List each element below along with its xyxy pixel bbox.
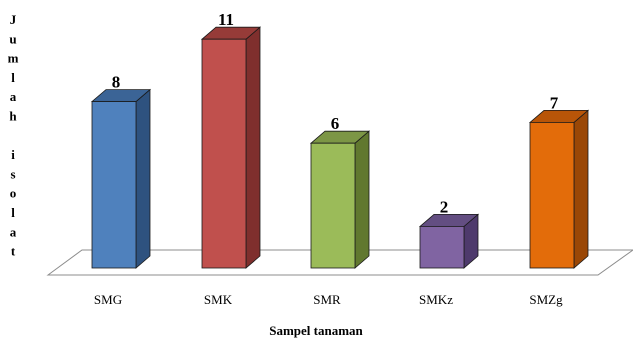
y-axis-label-char: m [8,51,19,66]
category-label: SMK [204,292,233,307]
y-axis-label-char: u [9,31,16,46]
category-labels-group: SMG SMK SMR SMKz SMZg [94,292,563,307]
y-axis-label-char: a [10,89,17,104]
bar-front-face [310,142,356,269]
data-label: 6 [331,114,340,133]
bar-front-face [201,38,247,269]
bars-group [90,26,590,269]
y-axis-label-char: l [11,205,15,220]
bar-side-face [135,88,151,269]
bar-front-face [91,101,137,269]
y-axis-label-char: i [11,147,15,162]
bar-smzg [528,109,590,269]
data-labels-group: 8 11 6 2 7 [112,10,559,216]
data-label: 2 [440,197,449,216]
bar-front-face [529,122,575,269]
bar-side-face [573,109,589,269]
y-axis-label-char: J [10,12,17,27]
data-label: 11 [218,10,234,29]
x-axis-label: Sampel tanaman [269,323,363,338]
y-axis-label-char: l [11,70,15,85]
category-label: SMR [313,292,341,307]
y-axis-label-char: t [11,244,16,259]
bar-smk [200,26,262,269]
category-label: SMG [94,292,122,307]
bar-smg [90,88,152,269]
bar-smr [309,130,371,269]
bar-side-face [245,26,261,269]
bar-smkz [418,213,480,269]
y-axis-label-char: h [9,109,17,124]
y-axis-label-char: a [10,224,17,239]
data-label: 7 [550,93,559,112]
y-axis-label-char: s [10,166,15,181]
data-label: 8 [112,73,121,92]
bar-front-face [419,225,465,269]
y-axis-label-char: o [10,186,17,201]
category-label: SMKz [419,292,453,307]
bar-side-face [354,130,370,269]
category-label: SMZg [529,292,563,307]
